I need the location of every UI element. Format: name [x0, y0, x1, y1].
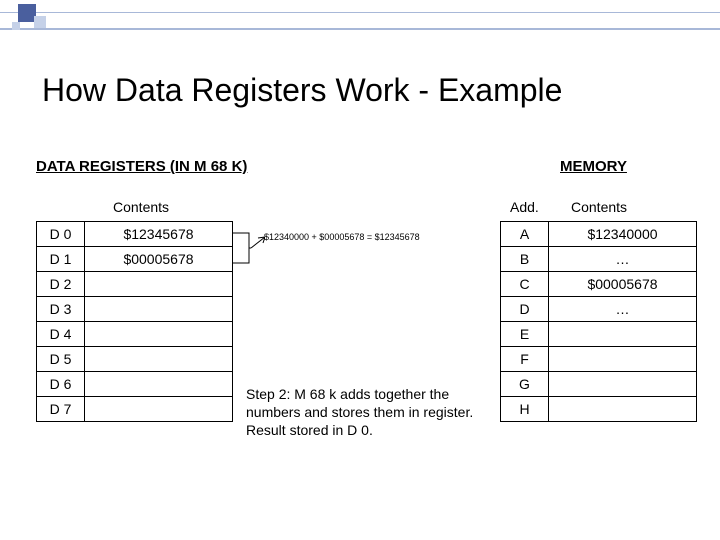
table-row: E: [501, 322, 697, 347]
table-row: H: [501, 397, 697, 422]
reg-value: [85, 397, 233, 422]
reg-value: $00005678: [85, 247, 233, 272]
col-header-add: Add.: [510, 199, 539, 215]
table-row: D 1$00005678: [37, 247, 233, 272]
mem-value: …: [549, 247, 697, 272]
reg-name: D 5: [37, 347, 85, 372]
mem-value: $12340000: [549, 222, 697, 247]
mem-addr: B: [501, 247, 549, 272]
memory-table: A$12340000 B… C$00005678 D… E F G H: [500, 221, 697, 422]
reg-value: [85, 372, 233, 397]
table-row: D…: [501, 297, 697, 322]
mem-addr: D: [501, 297, 549, 322]
reg-value: [85, 347, 233, 372]
table-row: G: [501, 372, 697, 397]
slide-decoration: [0, 0, 720, 40]
mem-addr: C: [501, 272, 549, 297]
mem-value: $00005678: [549, 272, 697, 297]
table-row: A$12340000: [501, 222, 697, 247]
table-row: D 6: [37, 372, 233, 397]
step-text: Step 2: M 68 k adds together the numbers…: [246, 386, 486, 440]
mem-value: …: [549, 297, 697, 322]
table-row: D 2: [37, 272, 233, 297]
col-header-contents-left: Contents: [113, 199, 169, 215]
reg-name: D 1: [37, 247, 85, 272]
mem-value: [549, 372, 697, 397]
table-row: D 4: [37, 322, 233, 347]
col-header-contents-right: Contents: [571, 199, 627, 215]
mem-addr: E: [501, 322, 549, 347]
table-row: B…: [501, 247, 697, 272]
right-section-label: MEMORY: [560, 158, 627, 175]
register-table: D 0$12345678 D 1$00005678 D 2 D 3 D 4 D …: [36, 221, 233, 422]
slide-title: How Data Registers Work - Example: [42, 72, 562, 109]
mem-addr: G: [501, 372, 549, 397]
reg-value: [85, 297, 233, 322]
left-section-label: DATA REGISTERS (IN M 68 K): [36, 158, 247, 175]
mem-addr: H: [501, 397, 549, 422]
reg-name: D 2: [37, 272, 85, 297]
mem-value: [549, 347, 697, 372]
mem-addr: F: [501, 347, 549, 372]
mem-value: [549, 322, 697, 347]
reg-name: D 3: [37, 297, 85, 322]
equation-text: $12340000 + $00005678 = $12345678: [264, 232, 420, 242]
reg-name: D 6: [37, 372, 85, 397]
table-row: D 0$12345678: [37, 222, 233, 247]
mem-addr: A: [501, 222, 549, 247]
mem-value: [549, 397, 697, 422]
reg-value: $12345678: [85, 222, 233, 247]
reg-name: D 7: [37, 397, 85, 422]
arrow-icon: [233, 221, 265, 271]
table-row: C$00005678: [501, 272, 697, 297]
reg-name: D 4: [37, 322, 85, 347]
reg-value: [85, 272, 233, 297]
table-row: D 3: [37, 297, 233, 322]
table-row: D 5: [37, 347, 233, 372]
reg-value: [85, 322, 233, 347]
reg-name: D 0: [37, 222, 85, 247]
table-row: D 7: [37, 397, 233, 422]
table-row: F: [501, 347, 697, 372]
